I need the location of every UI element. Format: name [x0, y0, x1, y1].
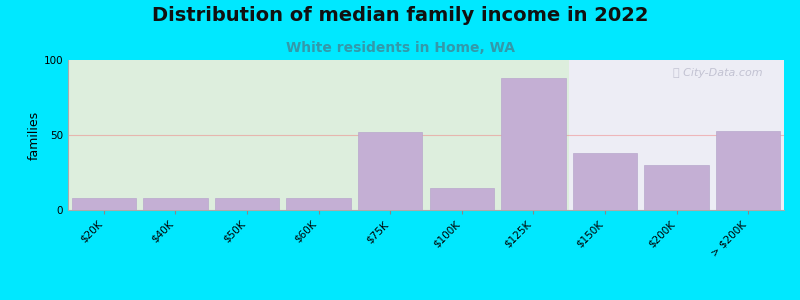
Bar [716, 130, 781, 210]
Bar [501, 78, 566, 210]
Text: Distribution of median family income in 2022: Distribution of median family income in … [152, 6, 648, 25]
Text: White residents in Home, WA: White residents in Home, WA [286, 40, 514, 55]
Bar [358, 132, 422, 210]
Bar [570, 52, 800, 218]
Bar [573, 153, 638, 210]
Bar [71, 198, 136, 210]
Bar [214, 198, 279, 210]
Y-axis label: families: families [28, 110, 41, 160]
Bar [143, 198, 208, 210]
Bar [430, 188, 494, 210]
Bar [286, 198, 351, 210]
Text: Ⓣ City-Data.com: Ⓣ City-Data.com [673, 68, 762, 77]
Bar [644, 165, 709, 210]
